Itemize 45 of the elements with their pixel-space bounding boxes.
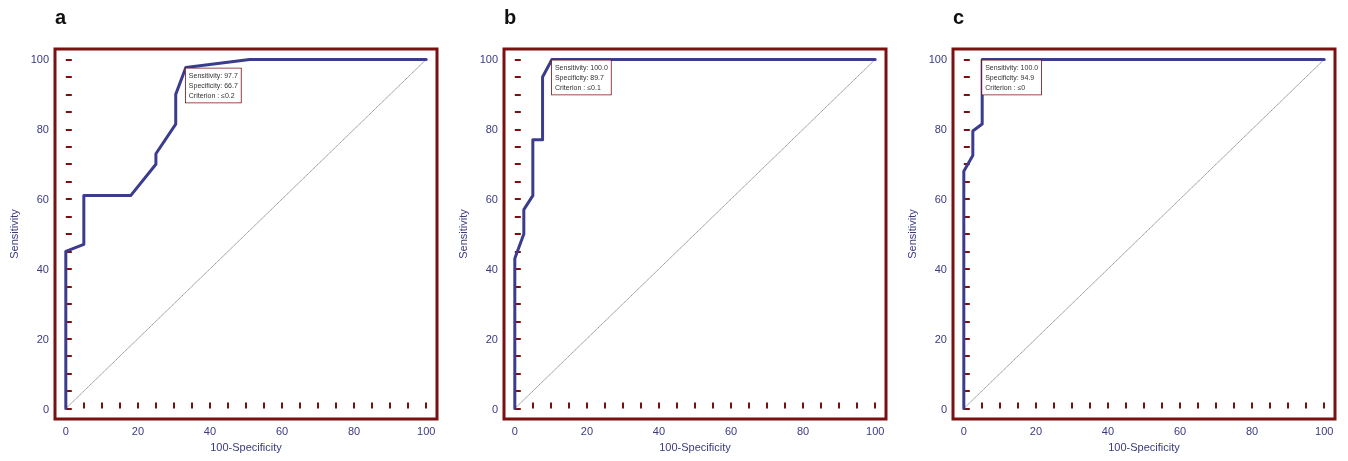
x-tick-label: 60 (1173, 424, 1187, 437)
y-tick-label: 20 (934, 332, 947, 345)
y-tick-label: 20 (36, 332, 49, 345)
x-tick-label: 40 (203, 424, 217, 437)
y-tick-label: 0 (491, 402, 498, 415)
x-tick-label: 100 (417, 424, 436, 437)
y-axis-title: Sensitivity (456, 208, 469, 259)
y-axis-title: Sensitivity (905, 208, 918, 259)
x-axis-title: 100-Specificity (1108, 440, 1181, 453)
y-tick-label: 20 (485, 332, 498, 345)
y-tick-label: 40 (934, 262, 947, 275)
x-tick-label: 100 (866, 424, 885, 437)
x-tick-label: 60 (724, 424, 738, 437)
x-tick-label: 60 (275, 424, 289, 437)
x-tick-label: 80 (347, 424, 361, 437)
x-tick-label: 100 (1315, 424, 1334, 437)
y-tick-label: 100 (479, 53, 498, 66)
x-tick-label: 20 (1029, 424, 1043, 437)
x-axis-title: 100-Specificity (210, 440, 283, 453)
y-tick-label: 0 (42, 402, 49, 415)
y-tick-label: 60 (934, 193, 947, 206)
x-tick-label: 40 (1101, 424, 1115, 437)
y-tick-label: 100 (928, 53, 947, 66)
x-tick-label: 0 (960, 424, 967, 437)
y-tick-label: 60 (36, 193, 49, 206)
y-tick-label: 40 (485, 262, 498, 275)
y-tick-label: 100 (30, 53, 49, 66)
y-axis-title: Sensitivity (7, 208, 20, 259)
x-tick-label: 0 (62, 424, 69, 437)
x-tick-label: 20 (131, 424, 145, 437)
y-tick-label: 60 (485, 193, 498, 206)
x-axis-title: 100-Specificity (659, 440, 732, 453)
x-tick-label: 0 (511, 424, 518, 437)
x-tick-label: 40 (652, 424, 666, 437)
chart-title: a (55, 6, 67, 28)
y-tick-label: 40 (36, 262, 49, 275)
y-tick-label: 80 (36, 123, 49, 136)
y-tick-label: 80 (934, 123, 947, 136)
x-tick-label: 80 (1245, 424, 1259, 437)
x-tick-label: 80 (796, 424, 810, 437)
y-tick-label: 0 (940, 402, 947, 415)
chart-title: c (953, 6, 965, 28)
chart-title: b (504, 6, 517, 28)
y-tick-label: 80 (485, 123, 498, 136)
x-tick-label: 20 (580, 424, 594, 437)
